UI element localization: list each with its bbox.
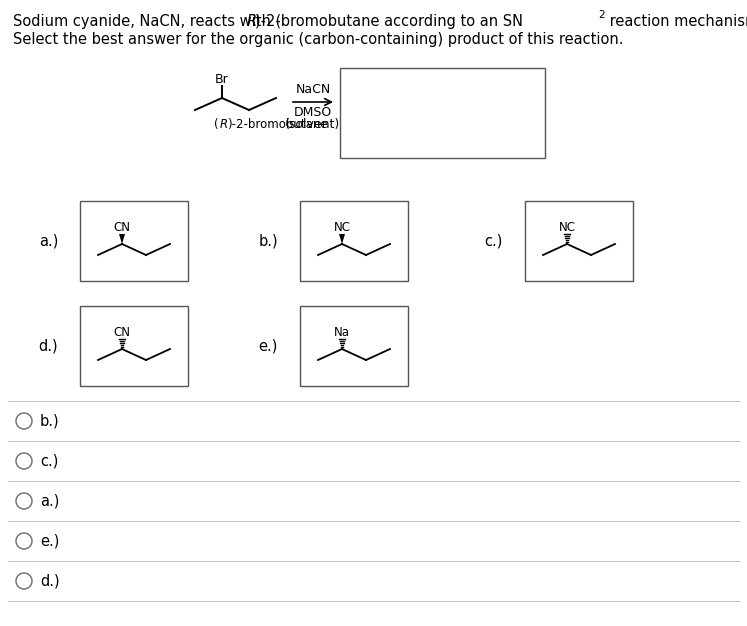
Text: Br: Br: [215, 73, 229, 86]
Polygon shape: [119, 234, 125, 244]
Text: reaction mechanism.: reaction mechanism.: [605, 14, 747, 29]
Text: a.): a.): [39, 233, 58, 249]
Text: Select the best answer for the organic (carbon-containing) product of this react: Select the best answer for the organic (…: [13, 32, 624, 47]
Text: e.): e.): [40, 533, 59, 548]
Polygon shape: [339, 234, 345, 244]
Text: )-2-bromobutane according to an SN: )-2-bromobutane according to an SN: [255, 14, 523, 29]
Text: CN: CN: [114, 221, 131, 234]
Bar: [80, 201, 188, 281]
Text: c.): c.): [40, 453, 58, 468]
Text: b.): b.): [40, 414, 60, 429]
Text: d.): d.): [40, 573, 60, 588]
Bar: [340, 68, 545, 158]
Text: CN: CN: [114, 326, 131, 339]
Text: NC: NC: [333, 221, 350, 234]
Text: Na: Na: [334, 326, 350, 339]
Text: e.): e.): [258, 339, 278, 354]
Text: R: R: [220, 118, 228, 131]
Text: R: R: [247, 14, 257, 29]
Text: DMSO: DMSO: [294, 106, 332, 119]
Text: a.): a.): [40, 493, 59, 508]
Text: d.): d.): [38, 339, 58, 354]
Bar: [300, 306, 408, 386]
Text: )-2-bromobutane: )-2-bromobutane: [227, 118, 328, 131]
Text: b.): b.): [258, 233, 278, 249]
Text: NC: NC: [559, 221, 575, 234]
Text: NaCN: NaCN: [295, 83, 331, 96]
Bar: [300, 201, 408, 281]
Bar: [80, 306, 188, 386]
Text: 2: 2: [598, 10, 604, 20]
Text: (solvent): (solvent): [285, 118, 341, 131]
Bar: [525, 201, 633, 281]
Text: c.): c.): [485, 233, 503, 249]
Text: Sodium cyanide, NaCN, reacts with (: Sodium cyanide, NaCN, reacts with (: [13, 14, 282, 29]
Text: (: (: [214, 118, 219, 131]
